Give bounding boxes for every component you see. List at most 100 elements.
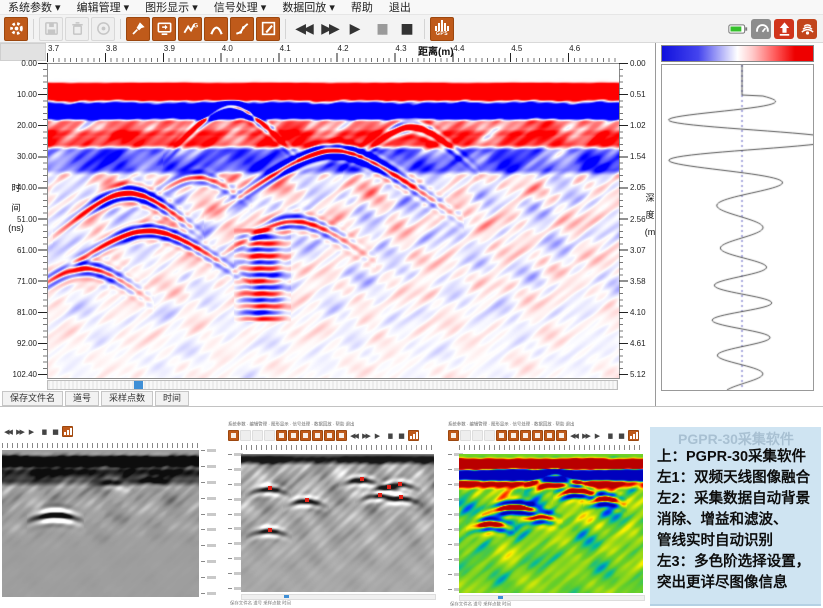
svg-text:G: G [193, 23, 198, 30]
tray [728, 19, 823, 39]
menu-edit-manage[interactable]: 编辑管理 ▾ [77, 0, 130, 15]
menu-exit[interactable]: 退出 [389, 0, 411, 15]
caption-line: 上：PGPR-30采集软件 [657, 447, 815, 468]
upload-button[interactable] [774, 19, 794, 39]
mini-play-button-icon: ▶ [26, 426, 37, 437]
caption-ghost-text: PGPR-30采集软件 [678, 429, 794, 449]
stop-button[interactable]: ■ [395, 17, 419, 41]
arch-icon [208, 20, 225, 37]
mini-rewind-button-icon: ◀◀ [348, 430, 359, 441]
mini-stop-button-icon: ■ [50, 426, 61, 437]
mini-gps-icon [62, 426, 73, 437]
menu-help[interactable]: 帮助 [351, 0, 373, 15]
horizontal-scrollbar[interactable] [47, 380, 618, 390]
hyperbola-detect-button[interactable] [204, 17, 228, 41]
mini-pause-button-icon: ▮▮ [384, 430, 395, 441]
mini-stop-button-icon: ■ [396, 430, 407, 441]
mini-fast-forward-button-icon: ▶▶ [14, 426, 25, 437]
x-tick-label: 4.6 [569, 44, 580, 53]
mini-pause-button-icon: ▮▮ [38, 426, 49, 437]
gear-icon [8, 20, 25, 37]
depth-axis-tick-marks [619, 63, 628, 377]
edit-mark-button[interactable] [256, 17, 280, 41]
menu-data-playback[interactable]: 数据回放 ▾ [282, 0, 335, 15]
mini-toolbar-icon [276, 430, 287, 441]
gain-g-icon: G [182, 20, 199, 37]
rewind-button[interactable]: ◀◀ [291, 17, 315, 41]
radargram-canvas[interactable] [47, 63, 620, 379]
x-tick-label: 4.4 [453, 44, 464, 53]
device-status-button[interactable] [751, 19, 771, 39]
mini-toolbar-icon [508, 430, 519, 441]
settings-button[interactable] [4, 17, 28, 41]
time-tick-label: 71.00 [17, 277, 37, 286]
play-button[interactable]: ▶ [343, 17, 367, 41]
mini-ruler [459, 445, 643, 450]
mini-fast-forward-button-icon: ▶▶ [580, 430, 591, 441]
display-mode-button[interactable] [152, 17, 176, 41]
scrollbar-thumb[interactable] [134, 381, 143, 389]
mini-toolbar-icon [520, 430, 531, 441]
menu-system-params[interactable]: 系统参数 ▾ [8, 0, 61, 15]
pipe-marker [398, 482, 402, 486]
mini-toolbar-icon [556, 430, 567, 441]
thumbnail-strip: ◀◀▶▶▶▮▮■ 系统参数 · 编辑管理 · 图形显示 · 信号处理 · 数据回… [0, 407, 823, 608]
amplitude-colorbar [661, 45, 814, 62]
antenna-button[interactable] [797, 19, 817, 39]
caption-line: 左3：多色阶选择设置， [657, 552, 815, 573]
thumbnail-auto-pipe-detection: 系统参数 · 编辑管理 · 图形显示 · 信号处理 · 数据回放 · 帮助 退出… [228, 421, 438, 608]
auto-gain-button[interactable]: G [178, 17, 202, 41]
mini-status-text: 保存文件名 道号 采样点数 时间 [230, 600, 291, 606]
mini-radargram-gray [2, 450, 199, 597]
mini-toolbar-icon [544, 430, 555, 441]
floppy-icon [43, 20, 60, 37]
status-field: 时间 [155, 391, 189, 406]
time-tick-label: 30.00 [17, 152, 37, 161]
menu-signal-processing[interactable]: 信号处理 ▾ [214, 0, 267, 15]
depth-tick-label: 4.10 [630, 308, 646, 317]
x-tick-label: 4.2 [338, 44, 349, 53]
mini-axis-labels [228, 454, 240, 592]
pipe-marker [399, 495, 403, 499]
depth-tick-label: 4.61 [630, 339, 646, 348]
mini-rewind-button-icon: ◀◀ [2, 426, 13, 437]
gps-label: GPS [436, 31, 448, 37]
marker-pin-button[interactable] [126, 17, 150, 41]
time-tick-label: 102.40 [13, 370, 37, 379]
monitor-icon [156, 20, 173, 37]
depth-tick-label: 0.51 [630, 90, 646, 99]
mini-status-text: 保存文件名 道号 采样点数 时间 [450, 601, 511, 607]
mini-toolbar-icon [312, 430, 323, 441]
caption-line: 消除、增益和滤波、 [657, 510, 815, 531]
mini-toolbar: ◀◀▶▶▶▮▮■ [228, 429, 438, 442]
thumbnail-dual-frequency-fusion: ◀◀▶▶▶▮▮■ [2, 425, 222, 608]
caption-text: 上：PGPR-30采集软件左1：双频天线图像融合左2：采集数据自动背景消除、增益… [657, 447, 815, 594]
mini-plot-wrap [241, 454, 434, 592]
mini-toolbar-icon [336, 430, 347, 441]
save-button[interactable] [39, 17, 63, 41]
depth-tick-label: 3.58 [630, 277, 646, 286]
mini-toolbar-icon [532, 430, 543, 441]
pipe-marker [268, 486, 272, 490]
gps-button[interactable]: GPS [430, 17, 454, 41]
status-bar: 保存文件名道号采样点数时间 [0, 391, 823, 406]
media-button[interactable] [91, 17, 115, 41]
caption-line: 突出更详尽图像信息 [657, 573, 815, 594]
x-tick-label: 4.1 [280, 44, 291, 53]
status-field: 保存文件名 [2, 391, 63, 406]
pause-button[interactable]: ▮▮ [369, 17, 393, 41]
time-axis-tick-marks [38, 63, 47, 377]
page: 系统参数 ▾编辑管理 ▾图形显示 ▾信号处理 ▾数据回放 ▾帮助退出 G◀◀▶▶… [0, 0, 823, 608]
mini-toolbar-icon [496, 430, 507, 441]
depth-tick-label: 3.07 [630, 246, 646, 255]
fast-forward-button[interactable]: ▶▶ [317, 17, 341, 41]
time-axis-title: 时 间 (ns) [3, 178, 29, 238]
depth-tick-label: 1.02 [630, 121, 646, 130]
time-tick-label: 81.00 [17, 308, 37, 317]
x-tick-label: 4.0 [222, 44, 233, 53]
delete-button[interactable] [65, 17, 89, 41]
gain-curve-button[interactable] [230, 17, 254, 41]
caption-line: 左2：采集数据自动背景 [657, 489, 815, 510]
menu-graphic-display[interactable]: 图形显示 ▾ [145, 0, 198, 15]
mini-toolbar-icon [240, 430, 251, 441]
